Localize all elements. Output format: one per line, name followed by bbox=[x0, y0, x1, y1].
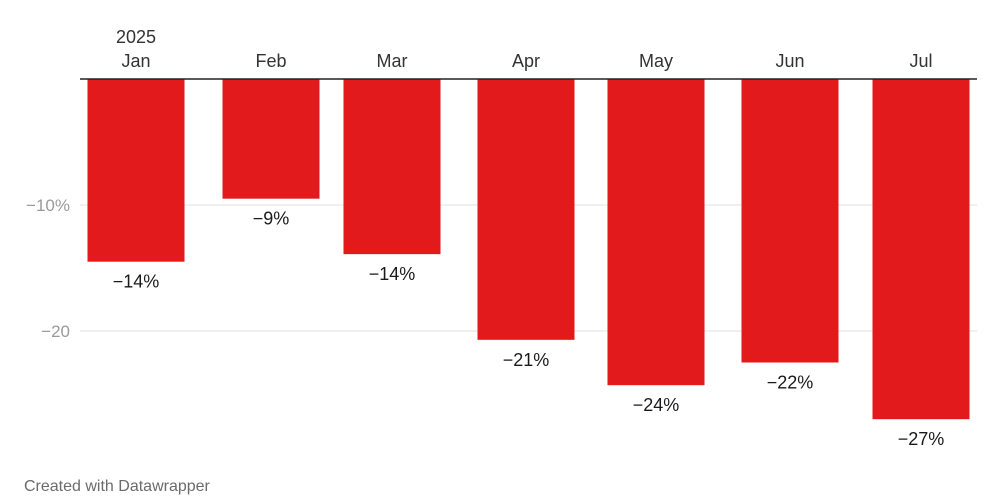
bar-jul bbox=[872, 79, 970, 420]
x-axis-categories: 2025 Jan Feb Mar Apr May Jun Jul bbox=[116, 27, 933, 71]
data-label: −14% bbox=[369, 264, 416, 284]
data-label: −14% bbox=[113, 272, 160, 292]
x-category-label: Jun bbox=[775, 51, 804, 71]
data-label: −27% bbox=[898, 429, 945, 449]
year-label: 2025 bbox=[116, 27, 156, 47]
data-labels: −14% −9% −14% −21% −24% −22% −27% bbox=[113, 209, 945, 450]
x-category-label: Feb bbox=[255, 51, 286, 71]
bar-mar bbox=[343, 79, 441, 255]
y-tick-label: −20 bbox=[41, 322, 70, 341]
bar-jun bbox=[741, 79, 839, 363]
bar-may bbox=[607, 79, 705, 386]
credit-text: Created with Datawrapper bbox=[24, 478, 210, 495]
x-category-label: Mar bbox=[377, 51, 408, 71]
x-category-label: Jan bbox=[121, 51, 150, 71]
bar-jan bbox=[87, 79, 185, 262]
data-label: −9% bbox=[253, 209, 290, 229]
bar-feb bbox=[222, 79, 320, 199]
data-label: −21% bbox=[503, 350, 550, 370]
bar-apr bbox=[477, 79, 575, 340]
x-category-label: Jul bbox=[909, 51, 932, 71]
x-category-label: Apr bbox=[512, 51, 540, 71]
data-label: −22% bbox=[767, 373, 814, 393]
bars bbox=[87, 79, 970, 420]
y-tick-label: −10% bbox=[26, 196, 70, 215]
data-label: −24% bbox=[633, 395, 680, 415]
y-axis-ticks: −10% −20 bbox=[26, 196, 70, 341]
x-category-label: May bbox=[639, 51, 673, 71]
